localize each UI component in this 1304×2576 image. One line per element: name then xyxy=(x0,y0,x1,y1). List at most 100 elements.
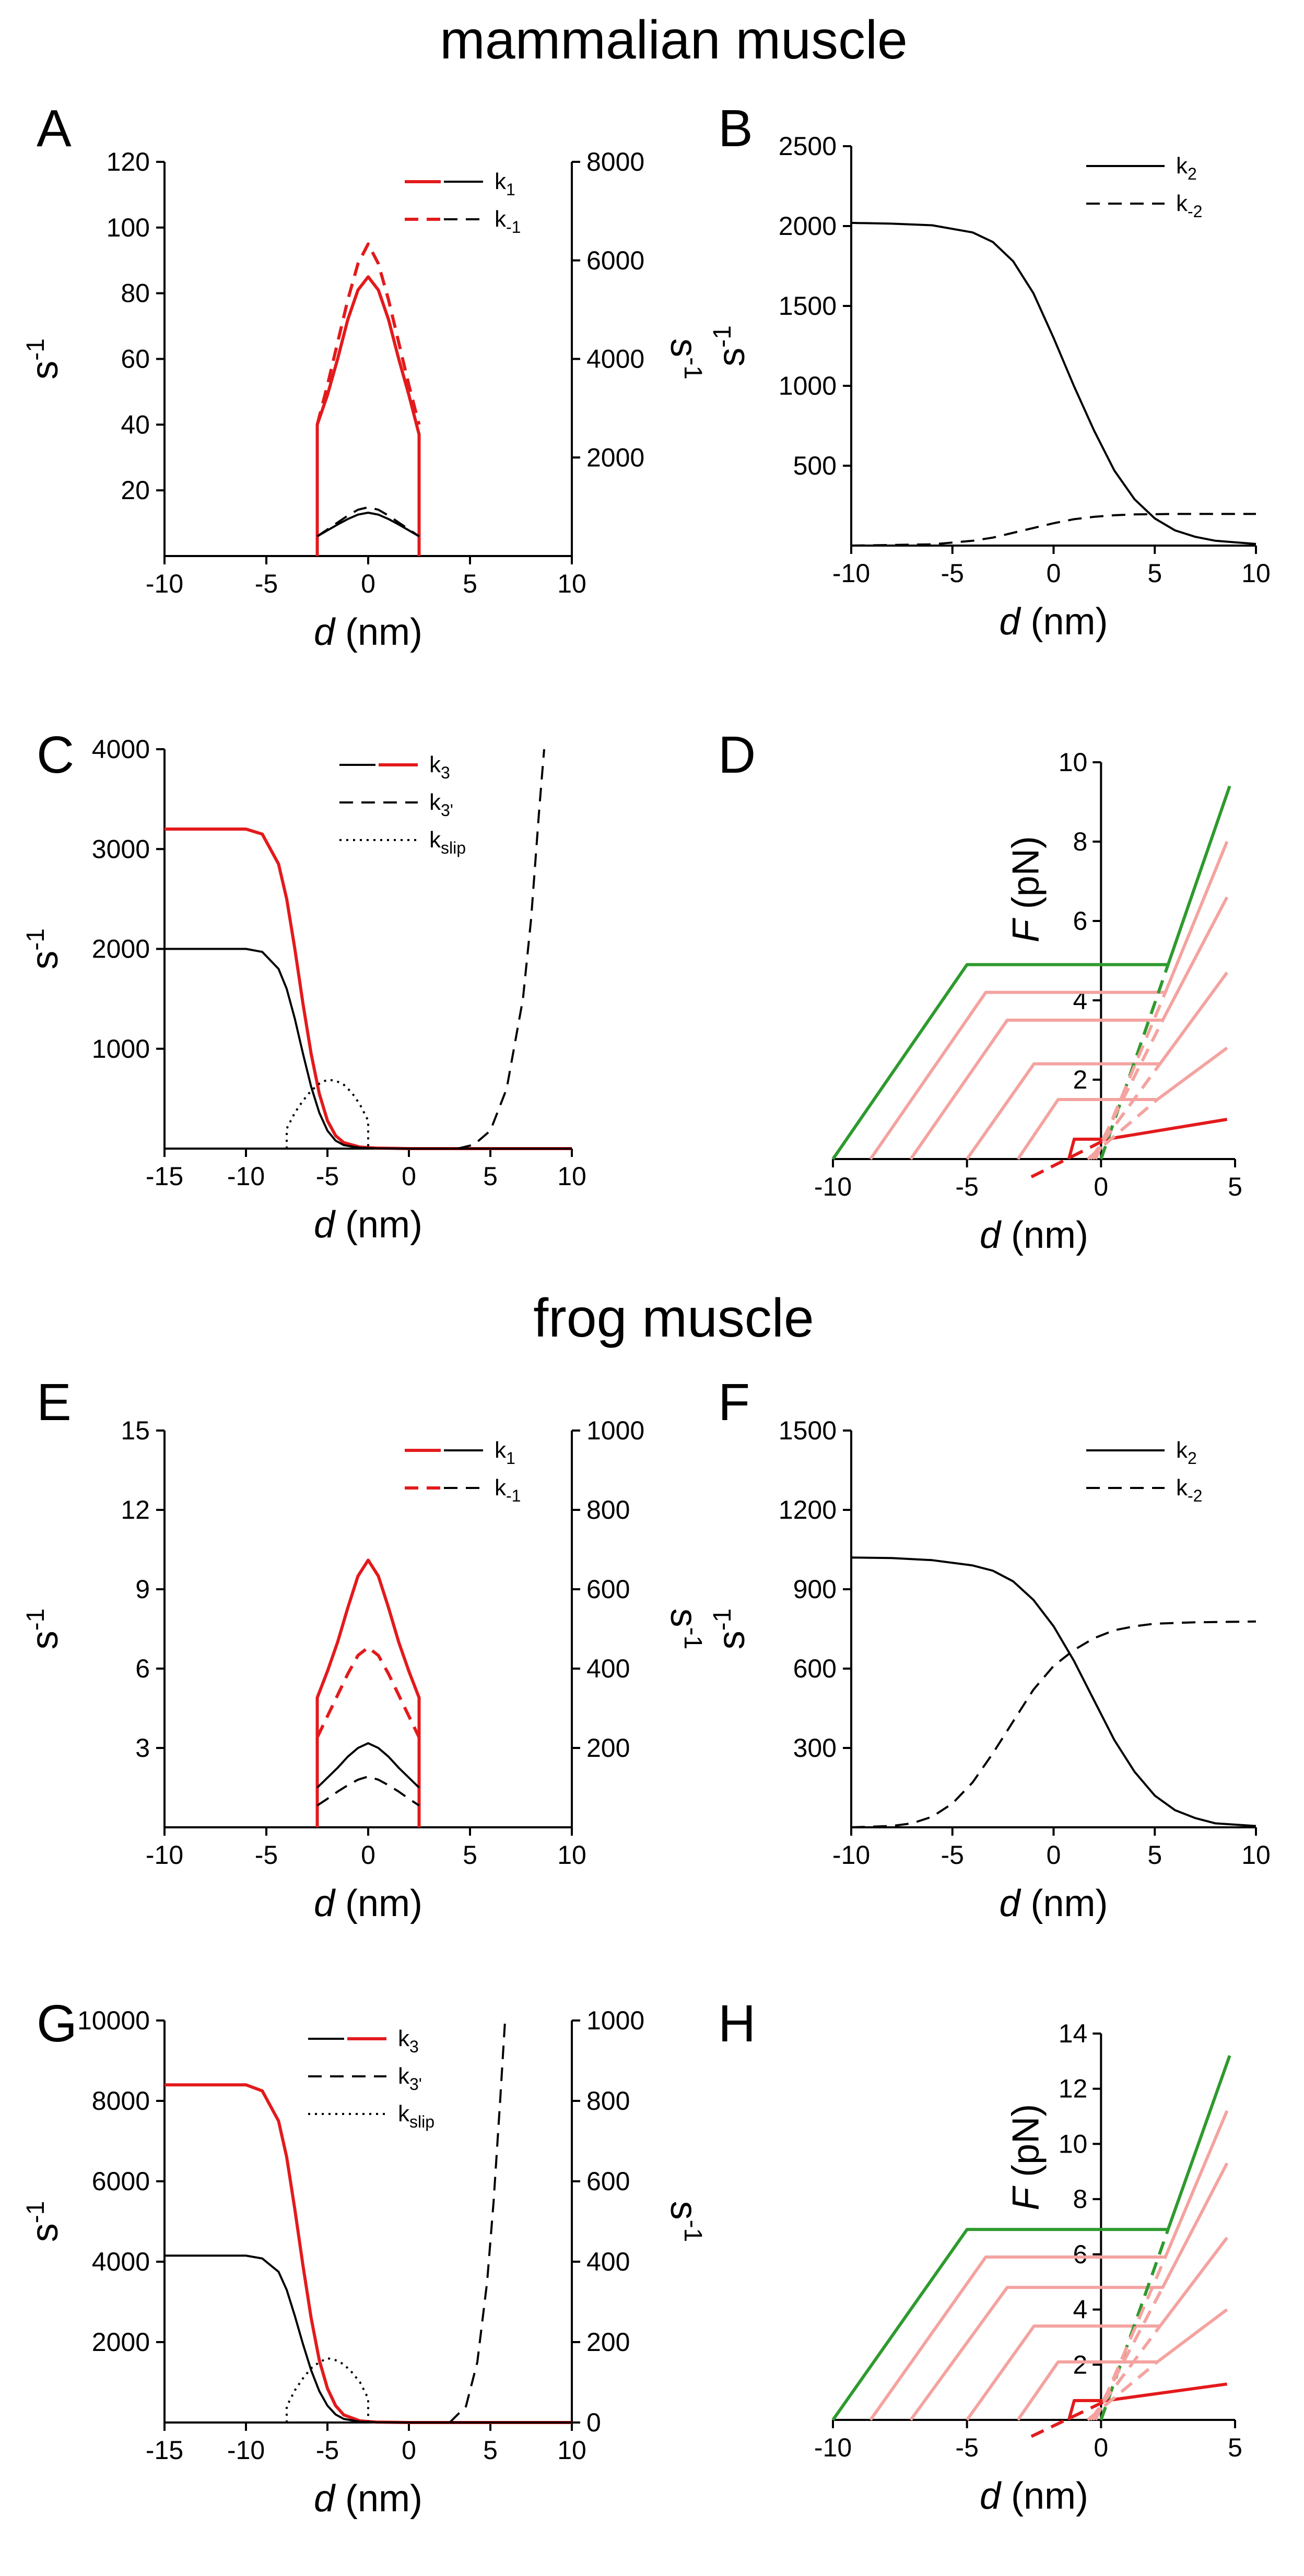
chart-panel-g: G -15 -10 -5 0 5 10 2000 4000 6000 8000 10000 0 200 40… xyxy=(22,1994,707,2520)
y-axis-label: s-1 xyxy=(22,2201,66,2242)
legend-label: kslip xyxy=(398,2101,434,2131)
x-tick-label: -5 xyxy=(941,1840,964,1870)
series-line-extrapolation-2-1 xyxy=(1086,2360,1159,2421)
series-line-k2 xyxy=(851,1556,1256,1827)
y-tick-label: 300 xyxy=(793,1733,837,1763)
series-line-extrapolation-red xyxy=(1030,1138,1107,1178)
series-line-k1-red-left-axis xyxy=(315,275,421,556)
y-tick-label: 10 xyxy=(1059,2129,1088,2158)
y2-tick-label: 400 xyxy=(586,2247,630,2276)
y-tick-label: 3000 xyxy=(92,834,150,864)
x-axis-label: d (nm) xyxy=(980,2475,1088,2517)
y-axis-label: s-1 xyxy=(709,325,753,367)
y2-axis-label: s-1 xyxy=(663,338,707,380)
x-tick-label: 10 xyxy=(1241,559,1271,588)
chart-panel-c: C -15 -10 -5 0 5 10 1000 2000 3000 4000 d (nm) s-1 k3… xyxy=(22,726,586,1246)
x-tick-label: -10 xyxy=(814,1172,852,1201)
y-tick-label: 6000 xyxy=(92,2167,150,2196)
x-tick-label: 5 xyxy=(1147,1840,1162,1870)
legend-label: k3 xyxy=(398,2026,419,2056)
x-tick-label: 0 xyxy=(361,1840,375,1870)
y-tick-label: 2 xyxy=(1073,1065,1088,1094)
x-tick-label: 5 xyxy=(483,1162,498,1191)
series-line-kslip xyxy=(286,2357,369,2423)
y-tick-label: 10 xyxy=(1059,748,1088,777)
y-tick-label: 12 xyxy=(121,1495,150,1525)
y-tick-label: 2500 xyxy=(779,132,837,161)
x-tick-label: 0 xyxy=(402,2436,416,2465)
series-line-force-extension-4-2 xyxy=(869,841,1229,1160)
y2-tick-label: 8000 xyxy=(586,147,644,176)
legend-label: k1 xyxy=(495,169,515,199)
y-tick-label: 40 xyxy=(121,410,150,439)
series-line-force-extension-3-5 xyxy=(909,896,1229,1160)
chart-panel-e: E -10 -5 0 5 10 3 6 9 12 15 200 400 600 800 1000 d (nm) s… xyxy=(22,1373,707,1924)
y-tick-label: 3 xyxy=(135,1733,150,1763)
x-tick-label: 0 xyxy=(1094,1172,1108,1201)
y-tick-label: 4000 xyxy=(92,735,150,764)
y-tick-label: 80 xyxy=(121,279,150,308)
y-axis-label: s-1 xyxy=(22,338,66,380)
series-line-k1-red-left-axis xyxy=(315,1558,421,1827)
y-tick-label: 6 xyxy=(1073,906,1088,936)
x-tick-label: -10 xyxy=(814,2433,852,2462)
y-tick-label: 1500 xyxy=(779,291,837,321)
series-line-force-extension-2-1 xyxy=(1016,2308,1228,2421)
y-tick-label: 120 xyxy=(107,147,150,176)
x-tick-label: 5 xyxy=(463,1840,477,1870)
panel-label: H xyxy=(718,1994,756,2053)
x-tick-label: 0 xyxy=(1094,2433,1108,2462)
x-tick-label: 0 xyxy=(1047,559,1061,588)
panel-label: E xyxy=(37,1373,72,1432)
x-axis-label: d (nm) xyxy=(314,611,422,653)
y-tick-label: 20 xyxy=(121,476,150,505)
panel-label: C xyxy=(37,726,74,784)
y-tick-label: 500 xyxy=(793,451,837,480)
x-tick-label: -10 xyxy=(832,1840,870,1870)
y-tick-label: 6 xyxy=(135,1654,150,1683)
series-line-k-2 xyxy=(851,1620,1256,1828)
series-line-k3 xyxy=(457,749,545,1150)
x-tick-label: 5 xyxy=(483,2436,498,2465)
series-line-k3-red xyxy=(165,2083,572,2424)
x-tick-label: 0 xyxy=(1047,1840,1061,1870)
y-tick-label: 9 xyxy=(135,1575,150,1604)
x-tick-label: -5 xyxy=(316,2436,339,2465)
y2-tick-label: 800 xyxy=(586,2086,630,2116)
legend-label: k-2 xyxy=(1176,1475,1202,1505)
legend-label: k-1 xyxy=(495,206,521,237)
y-tick-label: 1000 xyxy=(92,1034,150,1064)
y-tick-label: 2000 xyxy=(92,935,150,964)
chart-panel-b: B -10 -5 0 5 10 500 1000 1500 2000 2500 d (nm) s-1 k2… xyxy=(709,99,1271,643)
series-line-extrapolation-3-5 xyxy=(1091,1019,1165,1160)
x-tick-label: 10 xyxy=(557,1840,586,1870)
y-tick-label: 14 xyxy=(1059,2019,1088,2048)
y-axis-label: F (pN) xyxy=(1005,836,1047,942)
y-axis-label: s-1 xyxy=(22,928,66,970)
x-tick-label: -5 xyxy=(255,569,278,598)
x-tick-label: 0 xyxy=(361,569,375,598)
series-line-force-extension-green xyxy=(831,2055,1231,2421)
legend-label: k1 xyxy=(495,1437,515,1468)
x-tick-label: 10 xyxy=(1241,1840,1271,1870)
x-tick-label: 10 xyxy=(557,569,586,598)
series-line-force-extension-red xyxy=(1067,1118,1228,1160)
x-axis-label: d (nm) xyxy=(314,1883,422,1924)
x-axis-label: d (nm) xyxy=(314,2478,422,2520)
y-axis-label: s-1 xyxy=(22,1609,66,1650)
y-tick-label: 2000 xyxy=(92,2327,150,2357)
series-line-k3 xyxy=(449,2020,507,2424)
series-line-force-extension-red xyxy=(1067,2382,1228,2420)
y-tick-label: 10000 xyxy=(77,2006,150,2035)
y-tick-label: 15 xyxy=(121,1416,150,1445)
y2-tick-label: 600 xyxy=(586,2167,630,2196)
panel-label: D xyxy=(718,726,756,784)
y-tick-label: 1500 xyxy=(779,1416,837,1445)
panel-label: F xyxy=(718,1373,750,1432)
x-tick-label: 5 xyxy=(1228,2433,1242,2462)
y-tick-label: 6 xyxy=(1073,2240,1088,2269)
x-tick-label: -15 xyxy=(146,2436,183,2465)
x-tick-label: -10 xyxy=(146,569,183,598)
series-line-extrapolation-3-4 xyxy=(1089,2325,1161,2421)
